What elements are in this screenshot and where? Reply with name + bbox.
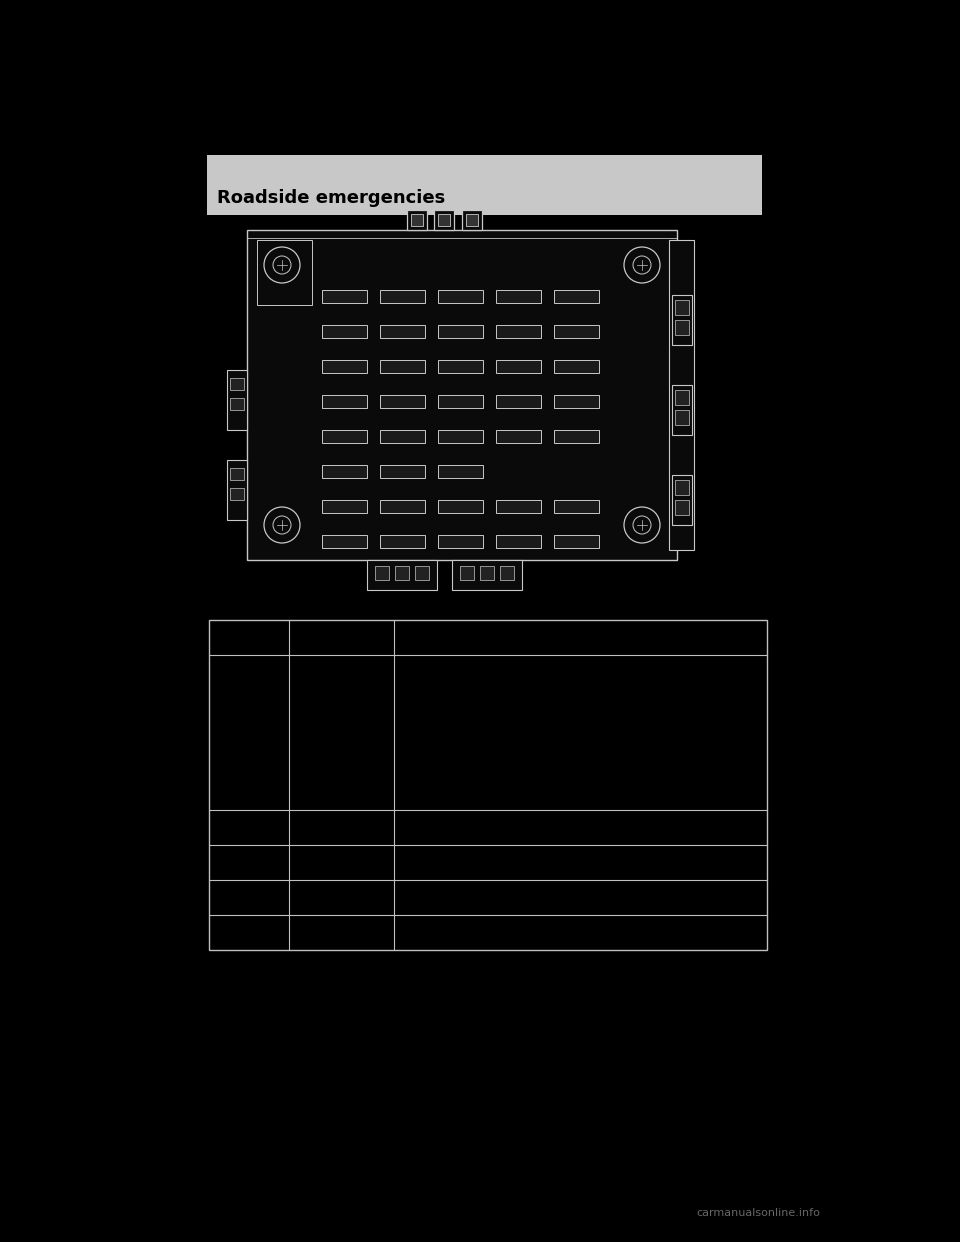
- Bar: [322, 430, 367, 443]
- Bar: [380, 430, 425, 443]
- Bar: [554, 430, 599, 443]
- Bar: [675, 320, 689, 335]
- Bar: [415, 566, 429, 580]
- Bar: [462, 210, 482, 230]
- Bar: [672, 296, 692, 345]
- Bar: [375, 566, 389, 580]
- Bar: [669, 240, 694, 550]
- Bar: [395, 566, 409, 580]
- Bar: [230, 397, 244, 410]
- Bar: [438, 430, 483, 443]
- Bar: [230, 468, 244, 479]
- Bar: [438, 501, 483, 513]
- Bar: [230, 378, 244, 390]
- Bar: [322, 501, 367, 513]
- Bar: [438, 289, 483, 303]
- Bar: [407, 210, 427, 230]
- Bar: [322, 289, 367, 303]
- Bar: [496, 430, 541, 443]
- Bar: [230, 488, 244, 501]
- Bar: [207, 155, 762, 215]
- Bar: [438, 325, 483, 338]
- Bar: [380, 395, 425, 409]
- Bar: [496, 360, 541, 373]
- Circle shape: [624, 247, 660, 283]
- Bar: [438, 214, 450, 226]
- Bar: [438, 395, 483, 409]
- Bar: [672, 385, 692, 435]
- Bar: [434, 210, 454, 230]
- Circle shape: [624, 507, 660, 543]
- Bar: [380, 465, 425, 478]
- Circle shape: [264, 507, 300, 543]
- Bar: [675, 501, 689, 515]
- Bar: [452, 560, 522, 590]
- Bar: [496, 501, 541, 513]
- Bar: [227, 460, 247, 520]
- Bar: [554, 535, 599, 548]
- Bar: [460, 566, 474, 580]
- Bar: [257, 240, 312, 306]
- Bar: [496, 289, 541, 303]
- Bar: [554, 325, 599, 338]
- Bar: [496, 535, 541, 548]
- Bar: [675, 390, 689, 405]
- Bar: [675, 301, 689, 315]
- Bar: [322, 360, 367, 373]
- Bar: [322, 395, 367, 409]
- Bar: [675, 410, 689, 425]
- Bar: [380, 289, 425, 303]
- Bar: [554, 289, 599, 303]
- Bar: [380, 535, 425, 548]
- Bar: [554, 501, 599, 513]
- Bar: [554, 360, 599, 373]
- Bar: [227, 370, 247, 430]
- Bar: [496, 325, 541, 338]
- Bar: [322, 465, 367, 478]
- Bar: [322, 325, 367, 338]
- Bar: [675, 479, 689, 496]
- Bar: [466, 214, 478, 226]
- Bar: [247, 230, 677, 560]
- Text: carmanualsonline.info: carmanualsonline.info: [696, 1208, 820, 1218]
- Bar: [438, 360, 483, 373]
- Bar: [438, 535, 483, 548]
- Text: Roadside emergencies: Roadside emergencies: [217, 189, 445, 207]
- Bar: [500, 566, 514, 580]
- Bar: [209, 620, 767, 950]
- Bar: [380, 325, 425, 338]
- Bar: [411, 214, 423, 226]
- Bar: [480, 566, 494, 580]
- Bar: [380, 501, 425, 513]
- Bar: [672, 474, 692, 525]
- Bar: [367, 560, 437, 590]
- Bar: [380, 360, 425, 373]
- Bar: [496, 395, 541, 409]
- Bar: [438, 465, 483, 478]
- Circle shape: [264, 247, 300, 283]
- Bar: [322, 535, 367, 548]
- Bar: [554, 395, 599, 409]
